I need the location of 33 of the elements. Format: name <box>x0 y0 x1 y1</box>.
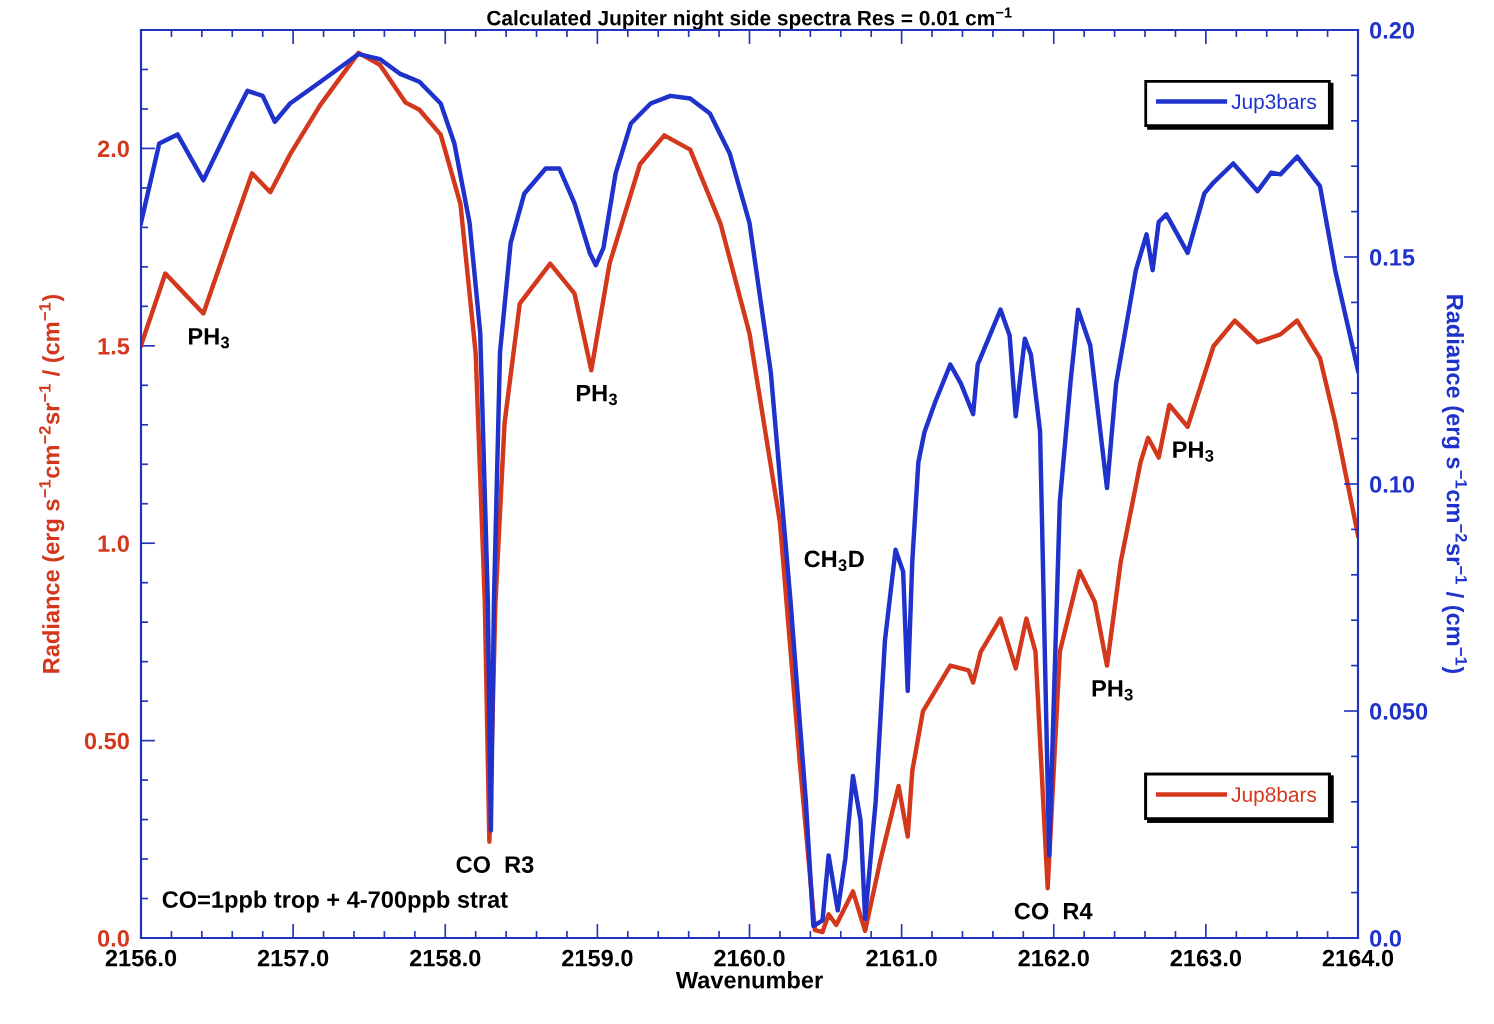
x-tick-label: 2159.0 <box>562 949 633 967</box>
x-tick-label: 2158.0 <box>409 949 481 967</box>
annotation: PH$_{3}$ <box>576 385 617 406</box>
y-tick-label: 2.0 <box>97 140 129 158</box>
annotation: CO R3 <box>456 856 534 873</box>
y2-tick-label: 0.20 <box>1370 22 1415 39</box>
y2-tick-label: 0.10 <box>1370 476 1415 493</box>
annotation: CH$_{3}$D <box>804 550 864 572</box>
x-tick-label: 2160.0 <box>714 949 785 967</box>
x-axis-title: Wavenumber <box>675 971 823 989</box>
annotation: CO=1ppb trop + 4-700ppb strat <box>162 890 508 913</box>
x-tick-label: 2156.0 <box>105 949 177 967</box>
y-tick-label: 0.50 <box>84 732 129 750</box>
y-tick-label: 1.0 <box>98 535 129 553</box>
y2-tick-label: 0.15 <box>1370 249 1415 266</box>
y2-tick-label: 0.0 <box>1370 930 1401 947</box>
annotation: PH$_{3}$ <box>189 328 230 349</box>
chart-title: Calculated Jupiter night side spectra Res = 0.01 cm$^{−1}$ <box>487 7 1012 30</box>
y-tick-label: 0.0 <box>98 930 129 947</box>
annotation: PH$_{3}$ <box>1173 441 1214 462</box>
x-tick-label: 2161.0 <box>866 949 937 967</box>
legend-label: Jup3bars <box>1231 93 1317 114</box>
y-tick-label: 1.5 <box>98 338 130 355</box>
x-tick-label: 2164.0 <box>1322 949 1394 967</box>
annotation: CO R4 <box>1014 902 1093 920</box>
x-tick-label: 2162.0 <box>1018 949 1089 967</box>
text: Radiance (erg s$^{−1}$cm$^{−2}$sr$^{−1}$ / (cm$^{−1}$) <box>39 294 65 673</box>
x-tick-label: 2163.0 <box>1170 949 1242 967</box>
x-tick-label: 2157.0 <box>257 949 329 967</box>
y2-tick-label: 0.050 <box>1370 703 1428 720</box>
legend-label: Jup8bars <box>1231 786 1317 807</box>
annotation: PH$_{3}$ <box>1092 680 1133 701</box>
text: Radiance (erg s$^{−1}$cm$^{−2}$sr$^{−1}$ / (cm$^{−1}$) <box>1441 295 1468 674</box>
